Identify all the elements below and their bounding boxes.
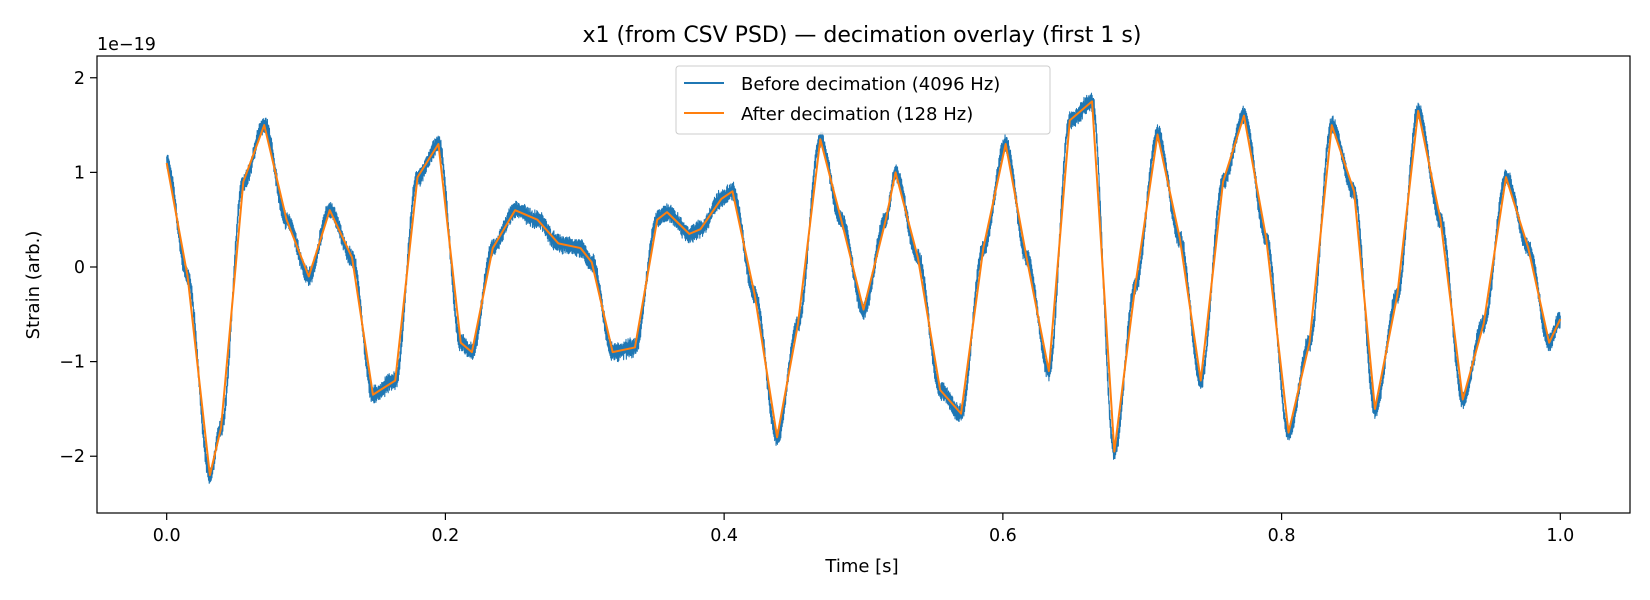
legend-label-after: After decimation (128 Hz) [741, 104, 973, 125]
y-axis-label: Strain (arb.) [23, 231, 44, 340]
y-axis-ticks: −2 −1 0 1 2 [59, 69, 97, 467]
axes-frame [96, 55, 1631, 514]
x-axis-label: Time [s] [824, 556, 898, 577]
x-axis-ticks: 0.0 0.2 0.4 0.6 0.8 1.0 [153, 513, 1574, 546]
x-tick-label: 0.6 [989, 526, 1017, 546]
y-tick-label: 1 [74, 163, 85, 183]
x-tick-label: 0.4 [710, 526, 738, 546]
plot-area [96, 55, 1631, 514]
y-tick-label: 2 [74, 69, 85, 89]
x-tick-label: 0.0 [153, 526, 181, 546]
series-line-after-decimation [165, 100, 1562, 477]
y-offset-label: 1e−19 [97, 35, 156, 55]
legend-box [675, 65, 1051, 135]
x-tick-label: 0.2 [431, 526, 459, 546]
legend[interactable]: Before decimation (4096 Hz) After decima… [675, 65, 1051, 135]
x-tick-label: 1.0 [1546, 526, 1574, 546]
y-tick-label: −2 [59, 447, 85, 467]
series-line-before-decimation [166, 92, 1561, 484]
series-layer [165, 92, 1562, 484]
x-tick-label: 0.8 [1268, 526, 1296, 546]
y-tick-label: 0 [74, 258, 85, 278]
legend-label-before: Before decimation (4096 Hz) [741, 74, 1000, 95]
y-tick-label: −1 [59, 353, 85, 373]
chart-title: x1 (from CSV PSD) — decimation overlay (… [583, 23, 1142, 48]
